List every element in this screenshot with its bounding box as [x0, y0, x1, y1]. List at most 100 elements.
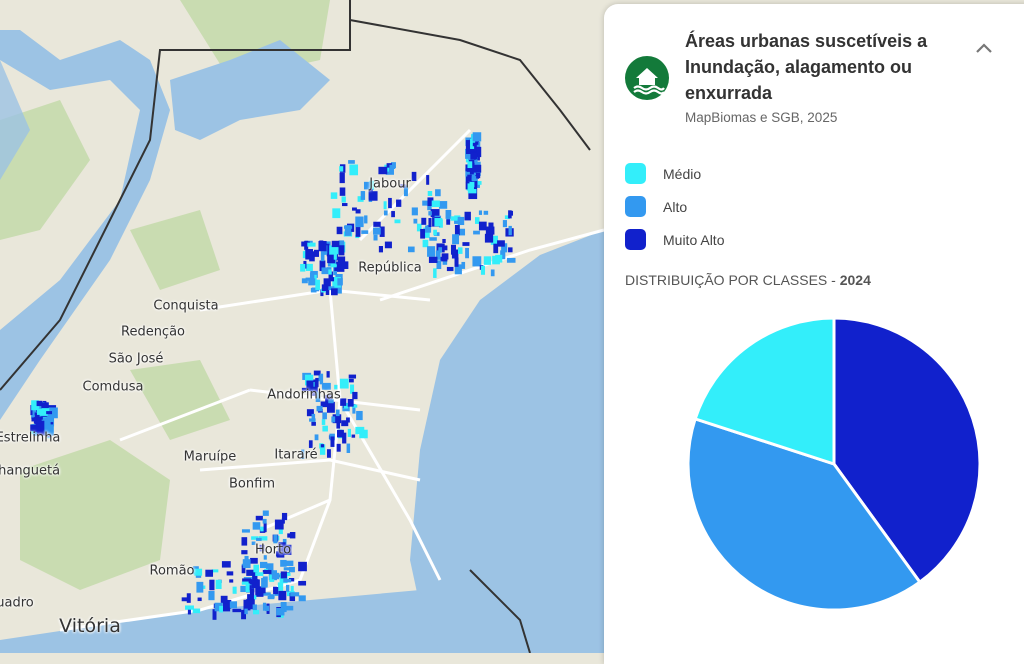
risk-cell	[305, 277, 311, 281]
risk-cell	[187, 609, 191, 615]
risk-cell	[472, 132, 482, 142]
risk-cell	[336, 422, 341, 429]
risk-cell	[467, 174, 474, 186]
risk-cell	[252, 604, 257, 611]
risk-cell	[472, 142, 477, 147]
pie-slice-muito-alto[interactable]	[832, 316, 982, 584]
risk-cell	[508, 210, 512, 219]
risk-cell	[311, 413, 316, 423]
risk-cell	[337, 278, 343, 286]
risk-cell	[389, 164, 396, 169]
risk-cell	[368, 191, 378, 201]
risk-cell	[33, 417, 42, 424]
risk-cell	[352, 391, 358, 400]
risk-cell	[263, 592, 271, 596]
risk-cell	[323, 278, 331, 288]
risk-cell	[222, 607, 231, 612]
risk-cell	[431, 200, 440, 208]
risk-cell	[311, 421, 316, 426]
pie-slice-medio[interactable]	[693, 316, 836, 466]
legend-swatch	[625, 196, 646, 217]
risk-cell	[428, 218, 432, 227]
risk-cell	[462, 242, 470, 246]
risk-cell	[420, 228, 426, 239]
risk-cell	[274, 519, 284, 530]
risk-cell	[378, 246, 383, 253]
layer-source: MapBiomas e SGB, 2025	[685, 110, 838, 125]
risk-cell	[288, 577, 295, 582]
risk-cell	[215, 579, 222, 590]
risk-cell	[383, 210, 388, 216]
risk-cell	[36, 400, 43, 407]
risk-cell	[506, 257, 516, 263]
risk-cell	[319, 444, 326, 455]
risk-cell	[465, 168, 474, 177]
risk-cell	[214, 602, 223, 612]
risk-cell	[302, 251, 307, 259]
risk-cell	[330, 436, 335, 447]
risk-cell	[363, 181, 371, 190]
risk-cell	[205, 569, 214, 577]
distribution-label: DISTRIBUIÇÃO POR CLASSES -	[625, 272, 840, 288]
risk-cell	[309, 418, 316, 422]
risk-cell	[304, 240, 309, 250]
pie-slice-alto[interactable]	[686, 417, 922, 612]
risk-cell	[384, 241, 392, 249]
chevron-up-icon[interactable]	[974, 38, 994, 58]
risk-cell	[470, 152, 478, 160]
risk-cell	[319, 240, 324, 251]
risk-cell	[211, 569, 219, 573]
risk-cell	[280, 601, 287, 613]
risk-cell	[472, 256, 482, 267]
risk-cell	[344, 225, 352, 236]
risk-cell	[335, 409, 340, 417]
risk-cell	[289, 566, 295, 573]
risk-cell	[282, 544, 292, 555]
risk-cell	[348, 378, 354, 383]
risk-cell	[321, 382, 331, 390]
risk-cell	[468, 156, 474, 164]
risk-cell	[273, 534, 278, 544]
risk-cell	[351, 404, 358, 408]
risk-cell	[480, 265, 486, 275]
risk-cell	[428, 256, 438, 263]
distribution-year: 2024	[839, 272, 871, 288]
risk-cell	[196, 581, 204, 593]
risk-cell	[483, 256, 492, 265]
risk-cell	[298, 580, 307, 586]
risk-cell	[241, 550, 248, 555]
risk-cell	[334, 384, 338, 390]
risk-cell	[308, 278, 316, 286]
risk-cell	[504, 215, 510, 220]
risk-cell	[325, 394, 333, 402]
risk-cell	[474, 172, 481, 179]
risk-cell	[330, 192, 338, 199]
risk-cell	[265, 563, 274, 572]
risk-cell	[242, 578, 252, 584]
risk-cell	[232, 586, 237, 594]
risk-cell	[457, 228, 466, 236]
risk-cell	[452, 234, 460, 245]
risk-cell	[181, 597, 188, 602]
risk-cell	[403, 185, 408, 197]
risk-cell	[229, 579, 234, 583]
risk-cell	[434, 218, 443, 227]
risk-cell	[335, 261, 339, 266]
legend-label: Médio	[663, 165, 702, 182]
place-label: São José	[108, 351, 164, 367]
risk-cell	[271, 572, 280, 580]
risk-cell	[262, 518, 267, 524]
risk-cell	[427, 191, 433, 196]
risk-cell	[30, 424, 37, 432]
risk-cell	[339, 166, 344, 172]
risk-cell	[243, 599, 251, 611]
risk-cell	[438, 201, 448, 209]
legend-item: Muito Alto	[625, 223, 724, 256]
risk-cell	[467, 189, 477, 194]
risk-cell	[483, 210, 489, 215]
risk-cell	[263, 555, 267, 560]
risk-cell	[38, 405, 42, 409]
risk-cell	[241, 529, 250, 533]
risk-cell	[508, 225, 512, 236]
risk-cell	[301, 449, 305, 460]
